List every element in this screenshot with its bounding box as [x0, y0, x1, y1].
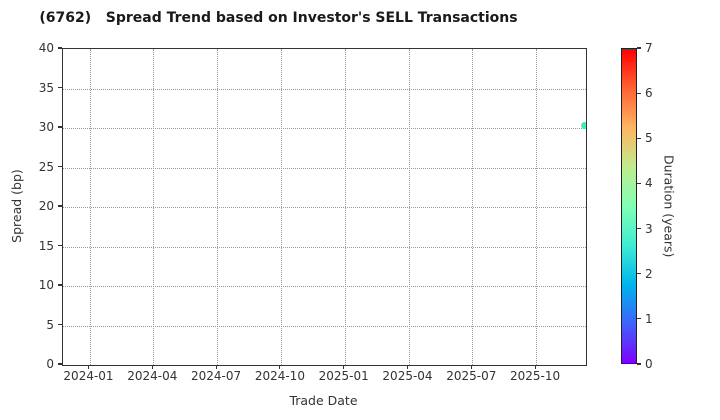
y-tick-mark [58, 126, 62, 128]
x-tick-mark [534, 365, 536, 369]
gridline-vertical [153, 49, 155, 365]
colorbar-tick-label: 4 [645, 176, 653, 191]
gridline-horizontal [63, 246, 586, 248]
x-tick-mark [406, 365, 409, 369]
y-tick-label: 25 [38, 159, 54, 174]
y-tick-label: 30 [38, 120, 54, 134]
x-tick-label: 2025-04 [382, 369, 433, 383]
y-tick-label: 40 [38, 41, 54, 55]
gridline-vertical [344, 49, 346, 365]
x-tick-label: 2025-10 [510, 369, 561, 383]
colorbar-tick-label: 3 [645, 221, 653, 236]
colorbar-tick-mark [637, 227, 641, 230]
gridline-horizontal [63, 207, 586, 208]
x-tick-mark [279, 365, 281, 369]
colorbar-tick-label: 2 [645, 266, 653, 281]
gridline-vertical [280, 49, 282, 365]
y-tick-label: 20 [38, 199, 54, 213]
x-tick-label: 2025-01 [318, 369, 369, 383]
y-tick-mark [58, 47, 62, 49]
y-tick-mark [58, 323, 62, 326]
gridline-horizontal [63, 286, 586, 287]
y-tick-label: 0 [46, 357, 54, 371]
x-tick-mark [151, 365, 153, 369]
gridline-horizontal [63, 325, 586, 327]
colorbar-tick-label: 6 [645, 86, 653, 101]
y-tick-mark [58, 284, 62, 286]
x-tick-label: 2024-01 [63, 369, 114, 383]
colorbar-tick-mark [637, 273, 641, 275]
colorbar-tick-mark [637, 318, 641, 320]
gridline-vertical [536, 49, 538, 365]
gridline-horizontal [63, 128, 586, 129]
colorbar-tick-mark [637, 182, 641, 185]
x-tick-label: 2024-10 [254, 369, 305, 383]
y-tick-mark [58, 86, 62, 89]
y-tick-mark [58, 363, 62, 365]
x-tick-label: 2024-07 [191, 369, 242, 383]
y-tick-label: 10 [38, 278, 54, 292]
y-tick-mark [58, 165, 62, 168]
gridline-vertical [408, 49, 410, 365]
x-tick-mark [215, 365, 217, 369]
colorbar-tick-mark [637, 92, 641, 94]
colorbar-tick-mark [637, 137, 641, 139]
colorbar-tick-mark [637, 363, 641, 365]
y-tick-label: 15 [38, 238, 54, 253]
colorbar-tick-label: 1 [645, 311, 653, 326]
gridline-horizontal [63, 88, 586, 90]
y-tick-mark [58, 205, 62, 207]
gridline-horizontal [63, 167, 586, 169]
colorbar-gradient [621, 48, 637, 364]
gridline-vertical [472, 49, 474, 365]
colorbar-label: Duration (years) [661, 154, 677, 258]
y-tick-mark [58, 244, 62, 247]
x-tick-mark [343, 365, 345, 369]
colorbar-tick-label: 0 [645, 357, 653, 371]
y-tick-label: 35 [38, 80, 54, 95]
colorbar-tick-label: 5 [645, 131, 653, 146]
colorbar-tick-label: 7 [645, 41, 653, 55]
gridline-vertical [217, 49, 219, 365]
y-tick-label: 5 [46, 317, 54, 332]
gridline-vertical [89, 49, 91, 365]
data-point [581, 122, 586, 130]
chart-title: (6762) Spread Trend based on Investor's … [39, 10, 518, 26]
plot-area [62, 48, 587, 366]
x-tick-label: 2024-04 [127, 369, 178, 383]
x-tick-mark [470, 365, 472, 369]
x-axis-label: Trade Date [289, 393, 358, 408]
colorbar-tick-mark [637, 47, 641, 49]
x-tick-mark [87, 365, 90, 369]
x-tick-label: 2025-07 [446, 369, 497, 383]
